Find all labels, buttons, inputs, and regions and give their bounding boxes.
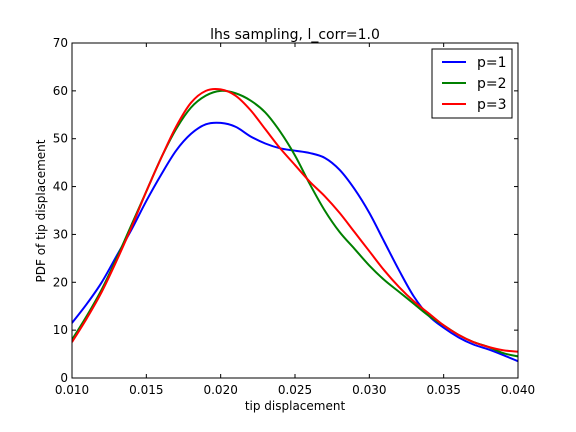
x-tick-label: 0.020 bbox=[203, 383, 237, 397]
y-tick-label: 50 bbox=[53, 132, 68, 146]
y-tick-label: 70 bbox=[53, 36, 68, 50]
y-tick-label: 30 bbox=[53, 227, 68, 241]
plot-area: 0.010 0.015 0.020 0.025 0.030 0.035 0.040 0 10 20… bbox=[53, 36, 535, 397]
x-tick-label: 0.030 bbox=[352, 383, 386, 397]
legend-label: p=3 bbox=[477, 97, 507, 113]
x-tick-label: 0.015 bbox=[129, 383, 163, 397]
y-tick-label: 10 bbox=[53, 323, 68, 337]
x-tick-label: 0.025 bbox=[278, 383, 312, 397]
legend: p=1 p=2 p=3 bbox=[431, 48, 513, 119]
y-tick-label: 20 bbox=[53, 275, 68, 289]
x-tick-label: 0.035 bbox=[426, 383, 460, 397]
chart-title: lhs sampling, l_corr=1.0 bbox=[210, 27, 380, 43]
y-axis-label: PDF of tip displacement bbox=[34, 139, 48, 282]
x-tick-label: 0.010 bbox=[55, 383, 89, 397]
x-tick-label: 0.040 bbox=[501, 383, 535, 397]
series-line-p=1 bbox=[72, 121, 518, 363]
x-axis-label: tip displacement bbox=[245, 399, 346, 413]
y-tick-label: 40 bbox=[53, 180, 68, 194]
series-line-p=3 bbox=[72, 87, 518, 353]
legend-label: p=2 bbox=[477, 76, 507, 92]
legend-label: p=1 bbox=[477, 55, 507, 71]
y-tick-label: 60 bbox=[53, 84, 68, 98]
y-tick-label: 0 bbox=[60, 371, 68, 385]
